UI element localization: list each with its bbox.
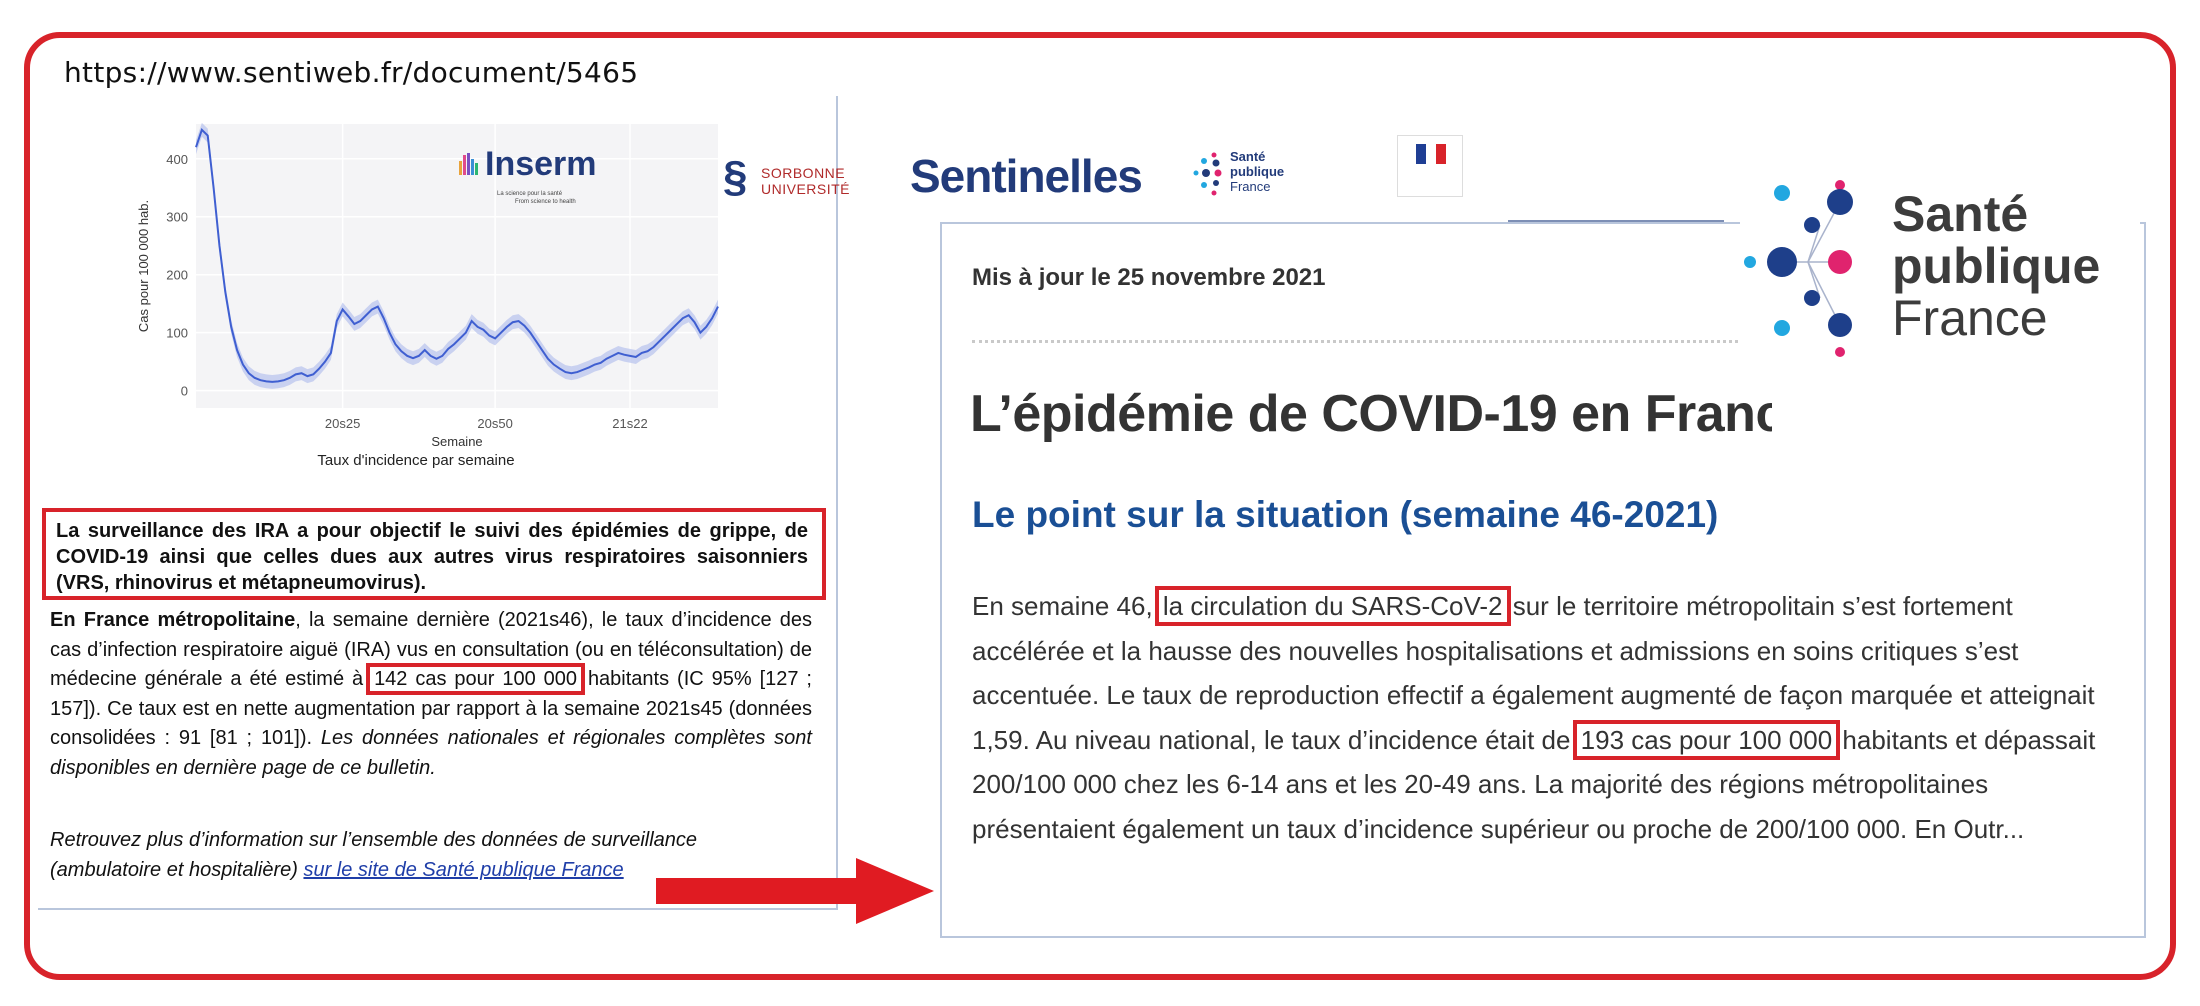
inserm-name: Inserm [485, 145, 597, 183]
spf-big-line3: France [1892, 290, 2048, 346]
x-tick-label: 20s25 [325, 416, 360, 431]
partner-logos: Inserm La science pour la santé From sci… [455, 135, 1485, 215]
bulletin-more-text: Retrouvez plus d’information sur l’ensem… [50, 829, 698, 881]
bulletin-panel [38, 96, 838, 910]
spf-small-line1: Santé [1230, 149, 1266, 164]
source-url[interactable]: https://www.sentiweb.fr/document/5465 [64, 56, 639, 89]
inserm-logo[interactable]: Inserm La science pour la santé From sci… [455, 145, 625, 205]
ira-objective-highlight: La surveillance des IRA a pour objectif … [42, 508, 826, 600]
chart-title: Taux d'incidence par semaine [317, 452, 515, 469]
sorbonne-line2: UNIVERSITÉ [761, 181, 851, 197]
spf-constellation-icon [1744, 180, 1853, 357]
sars-cov-2-highlight: la circulation du SARS-CoV-2 [1154, 586, 1511, 626]
article-title-clip: L’épidémie de COVID-19 en France [970, 384, 1772, 464]
sentinelles-logo[interactable]: Sentinelles [910, 150, 1143, 202]
article-text-part1: En semaine 46, [972, 591, 1160, 621]
y-tick-label: 300 [166, 210, 188, 225]
y-axis-label: Cas pour 100 000 hab. [136, 200, 151, 332]
inserm-bars-icon [459, 153, 481, 175]
y-tick-label: 200 [166, 268, 188, 283]
republique-francaise-logo[interactable] [1397, 135, 1463, 197]
spf-dots-icon [1193, 152, 1222, 196]
confidence-band [196, 122, 718, 389]
bulletin-text-part1: , la semaine dernière (2021s46), le taux… [50, 609, 812, 690]
inserm-tagline-fr: La science pour la santé [497, 191, 563, 197]
bulletin-incidence-highlight: 142 cas pour 100 000 [366, 663, 586, 695]
x-axis-label: Semaine [431, 434, 482, 449]
spf-site-link[interactable]: sur le site de Santé publique France [303, 858, 624, 881]
spf-big-logo[interactable]: Santé publique France [1740, 170, 2140, 380]
article-title: L’épidémie de COVID-19 en France [970, 385, 1772, 443]
spf-big-line2: publique [1892, 238, 2101, 294]
header-rule [1508, 220, 1724, 222]
spf-big-line1: Santé [1892, 186, 2029, 242]
x-tick-label: 21s22 [612, 416, 647, 431]
y-tick-label: 100 [166, 326, 188, 341]
red-arrow-icon [656, 858, 934, 924]
spf-small-logo[interactable]: Santé publique France [1190, 145, 1310, 205]
incidence-chart-svg: 0 100 200 300 400 20s25 20s50 21s22 Semaine Cas p… [136, 122, 719, 449]
sorbonne-logo[interactable]: § SORBONNE UNIVERSITÉ [723, 155, 853, 205]
updated-date: Mis à jour le 25 novembre 2021 [972, 264, 1326, 291]
x-tick-label: 20s50 [477, 416, 512, 431]
inserm-tagline-en: From science to health [515, 199, 576, 205]
spf-small-line2: publique [1230, 164, 1285, 179]
incidence-line [195, 127, 719, 383]
article-body: En semaine 46, la circulation du SARS-Co… [972, 584, 2102, 851]
y-tick-label: 0 [181, 384, 188, 399]
article-text-part3: habitants et dépassait 200/100 000 chez … [972, 724, 2096, 844]
bulletin-more-info: Retrouvez plus d’information sur l’ensem… [50, 826, 812, 885]
red-rounded-frame [24, 32, 2176, 980]
incidence-chart: 0 100 200 300 400 20s25 20s50 21s22 Semaine Cas p… [112, 108, 720, 478]
article-text-part2: sur le territoire métropolitain s’est fo… [972, 591, 2095, 755]
bulletin-region-label: En France métropolitaine [50, 609, 296, 631]
incidence-193-highlight: 193 cas pour 100 000 [1572, 719, 1841, 760]
bulletin-text-part2: habitants (IC 95% [127 ; 157]). Ce taux … [50, 668, 812, 749]
article-subtitle: Le point sur la situation (semaine 46-20… [972, 494, 1719, 535]
sorbonne-line1: SORBONNE [761, 165, 846, 181]
y-tick-label: 400 [166, 152, 188, 167]
dotted-separator [972, 340, 2062, 343]
marianne-flag-icon [1416, 144, 1446, 164]
ira-objective-text: La surveillance des IRA a pour objectif … [56, 520, 808, 594]
bulletin-paragraph: En France métropolitaine, la semaine der… [50, 606, 812, 783]
sorbonne-s-icon: § [723, 152, 748, 201]
bulletin-italic-note: Les données nationales et régionales com… [50, 727, 812, 779]
spf-small-line3: France [1230, 179, 1271, 194]
